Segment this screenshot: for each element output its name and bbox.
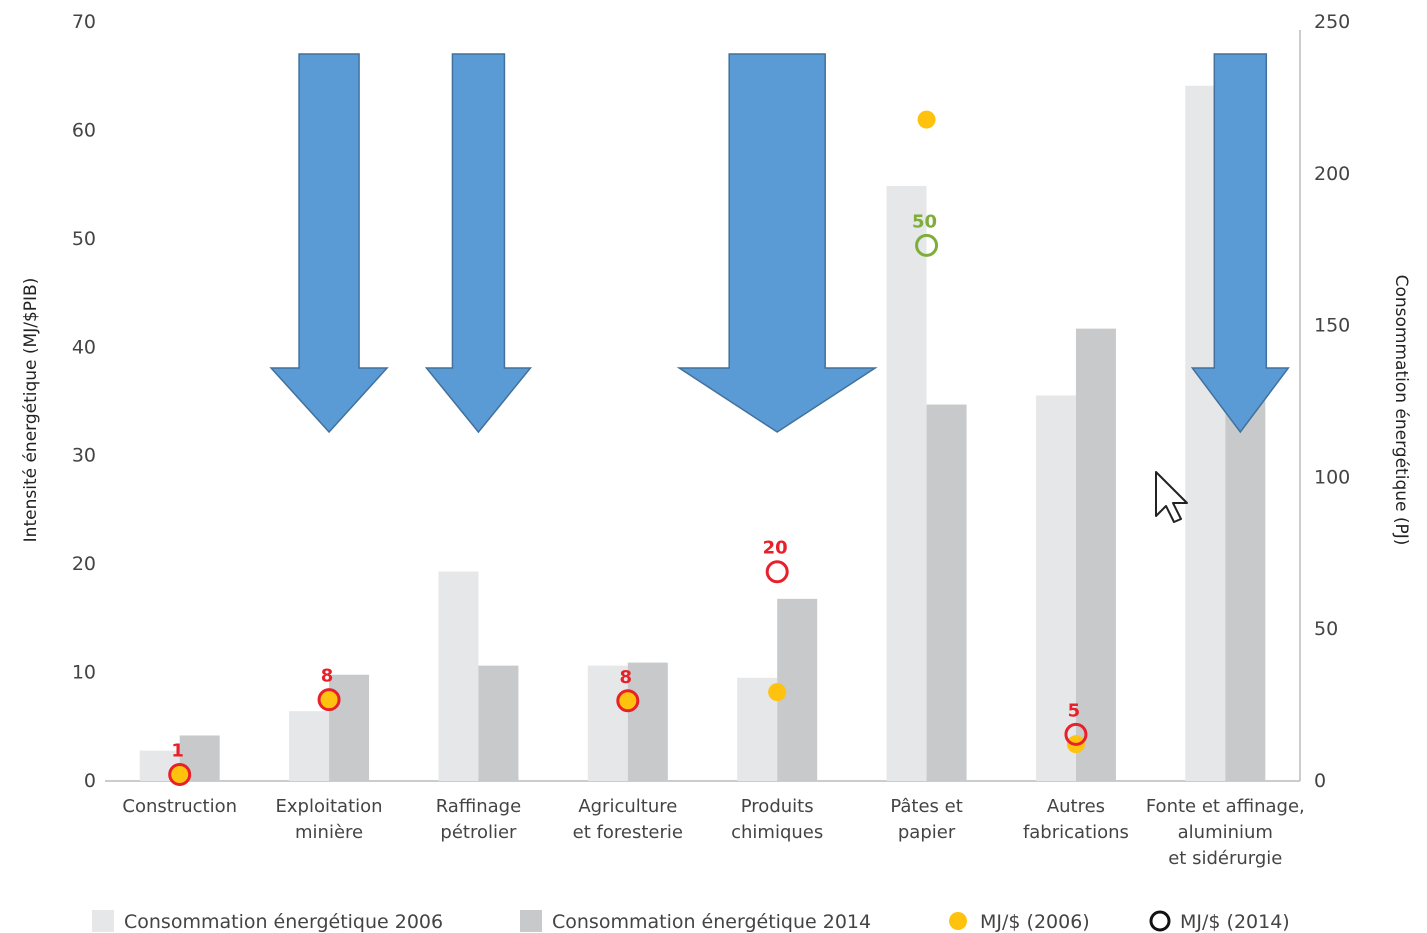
legend-label-1: Consommation énergétique 2014 <box>552 911 871 933</box>
left-tick-label: 60 <box>72 119 96 141</box>
legend-label-0: Consommation énergétique 2006 <box>124 911 443 933</box>
bars-layer <box>139 85 1266 782</box>
category-label-0: Construction <box>122 796 237 817</box>
marker-2006-4 <box>768 683 787 702</box>
left-tick-label: 20 <box>72 553 96 575</box>
right-tick-label: 200 <box>1314 163 1350 185</box>
data-label-2014-1: 8 <box>321 666 334 687</box>
data-label-2014-4: 20 <box>763 538 788 559</box>
marker-2006-3 <box>618 691 637 710</box>
marker-2014-4 <box>765 560 789 584</box>
arrows-layer <box>269 53 1290 434</box>
bar-2014-3 <box>627 662 668 781</box>
left-tick-label: 70 <box>72 11 96 33</box>
bar-2014-7 <box>1225 395 1266 781</box>
legend-swatch-2 <box>949 912 967 930</box>
bar-2006-1 <box>289 711 330 781</box>
category-label-1: Exploitation minière <box>276 796 383 843</box>
bar-2014-5 <box>926 404 967 781</box>
marker-2014-0 <box>168 762 192 786</box>
down-arrow-icon-7 <box>1190 53 1290 434</box>
legend-swatch-3 <box>1149 910 1171 932</box>
bar-2006-6 <box>1035 395 1076 781</box>
data-label-2014-5: 50 <box>912 211 937 232</box>
category-label-5: Pâtes et papier <box>890 796 962 843</box>
right-tick-label: 0 <box>1314 770 1326 792</box>
marker-2006-5 <box>917 110 936 129</box>
data-label-2014-3: 8 <box>620 667 633 688</box>
category-label-6: Autres fabrications <box>1023 796 1129 843</box>
marker-2006-1 <box>320 690 339 709</box>
data-label-2014-6: 5 <box>1068 700 1081 721</box>
legend-swatch-1 <box>520 910 542 932</box>
bar-2014-2 <box>478 665 519 781</box>
down-arrow-icon-4 <box>676 53 878 433</box>
left-tick-label: 30 <box>72 445 96 467</box>
mouse-cursor-icon <box>1155 471 1188 523</box>
left-tick-label: 50 <box>72 228 96 250</box>
right-tick-label: 250 <box>1314 11 1350 33</box>
bar-2014-6 <box>1075 328 1116 781</box>
legend: Consommation énergétique 2006 Consommatio… <box>92 910 1290 933</box>
category-label-7: Fonte et affinage, aluminium et sidérurgie <box>1146 796 1305 869</box>
down-arrow-icon-2 <box>424 53 533 434</box>
marker-2006-0 <box>170 765 189 784</box>
left-tick-label: 0 <box>84 770 96 792</box>
right-tick-label: 50 <box>1314 618 1338 640</box>
marker-2014-5 <box>915 233 939 257</box>
category-labels: Construction Exploitation minière Raffinage… <box>122 796 1304 869</box>
data-label-2014-0: 1 <box>171 740 184 761</box>
legend-label-3: MJ/$ (2014) <box>1180 911 1290 933</box>
left-axis-title: Intensité énergétique (MJ/$PIB) <box>21 278 41 543</box>
bar-2006-5 <box>886 185 927 782</box>
category-label-2: Raffinage pétrolier <box>436 796 521 843</box>
legend-swatch-0 <box>92 910 114 932</box>
left-tick-label: 40 <box>72 336 96 358</box>
marker-2014-1 <box>317 688 341 712</box>
bar-2006-3 <box>587 665 628 781</box>
right-axis-title: Consommation énergétique (PJ) <box>1391 275 1411 546</box>
right-tick-label: 150 <box>1314 315 1350 337</box>
down-arrow-icon-1 <box>269 53 389 434</box>
left-tick-label: 10 <box>72 662 96 684</box>
bar-2006-2 <box>438 571 479 781</box>
category-label-4: Produits chimiques <box>731 796 823 843</box>
marker-2014-3 <box>616 689 640 713</box>
category-label-3: Agriculture et foresterie <box>573 796 683 843</box>
legend-label-2: MJ/$ (2006) <box>980 911 1090 933</box>
right-tick-label: 100 <box>1314 466 1350 488</box>
marker-2014-6 <box>1064 722 1088 746</box>
